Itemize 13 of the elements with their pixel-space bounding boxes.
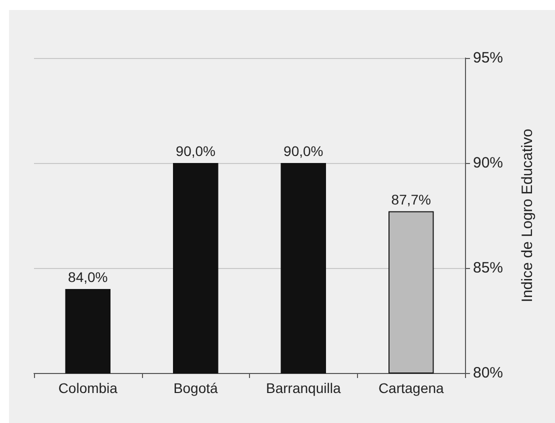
y-tick-label: 80% xyxy=(473,364,504,382)
y-tick-label: 85% xyxy=(473,260,504,276)
data-label: 84,0% xyxy=(68,269,108,285)
y-tick-label: 95% xyxy=(473,50,504,66)
data-label: 87,7% xyxy=(391,191,431,208)
x-tick-label: Cartagena xyxy=(378,380,444,396)
data-label: 90,0% xyxy=(176,143,216,159)
data-label: 90,0% xyxy=(284,143,324,159)
y-tick-label: 90% xyxy=(473,154,504,172)
x-tick-label: Barranquilla xyxy=(266,380,341,396)
y-axis-title: Indice de Logro Educativo xyxy=(519,128,536,302)
x-tick-label: Colombia xyxy=(58,380,118,396)
x-tick-label: Bogotá xyxy=(173,380,218,396)
